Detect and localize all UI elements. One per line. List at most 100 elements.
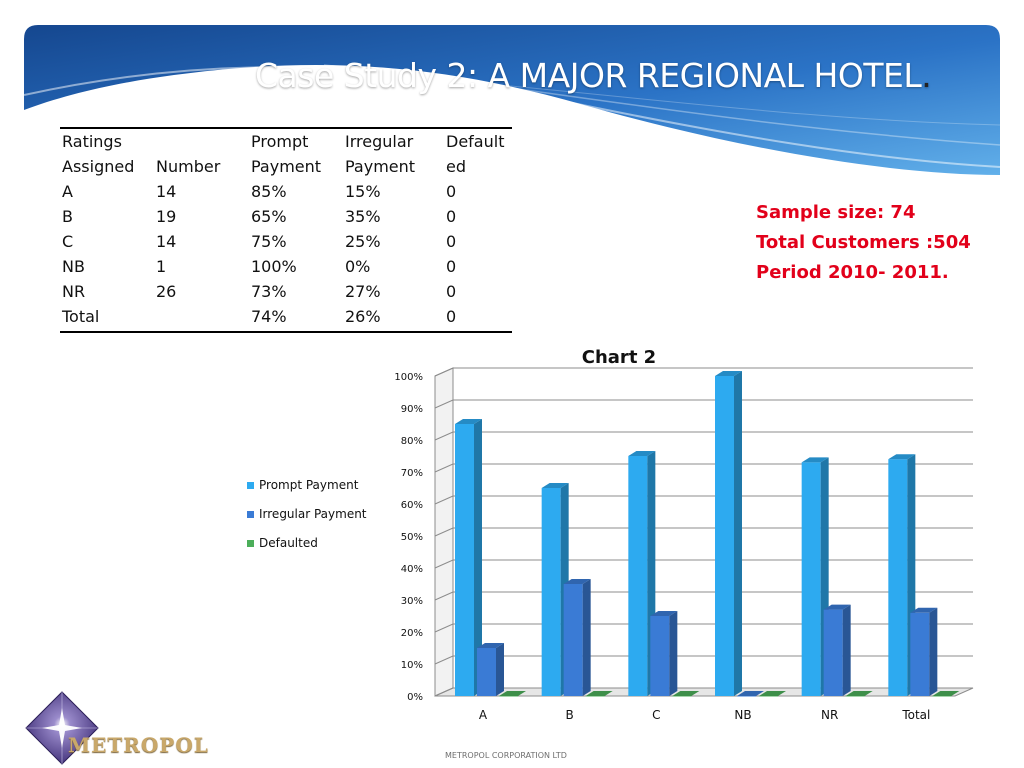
y-tick-label: 70% [401,468,423,479]
gridline-depth [434,655,454,665]
bar-prompt-payment [455,424,474,696]
bar-top [455,419,482,424]
logo-wordmark: METROPOL [68,733,209,757]
bar-top [715,371,742,376]
table-cell: 14 [156,232,177,251]
footer-text: METROPOL CORPORATION LTD [445,751,567,760]
gridline-depth [434,687,454,697]
bar-side [582,579,591,696]
gridline-depth [434,623,454,633]
bar-prompt-payment [888,459,908,696]
table-cell: B [62,207,73,226]
column-header: Payment [251,157,322,176]
gridline-depth [434,591,454,601]
table-header-row-1: Ratings Prompt Irregular Default [60,127,512,156]
table-cell: 26 [156,282,177,301]
column-header: ed [446,157,466,176]
bar-defaulted [499,696,518,697]
bar-top [801,457,829,463]
legend-label: Irregular Payment [259,507,367,521]
x-tick-label: A [479,708,488,722]
bar-side [842,604,851,696]
bar-irregular-payment [563,584,583,696]
slide-title: Case Study 2: A MAJOR REGIONAL HOTEL. [255,56,932,95]
y-tick-label: 40% [401,564,423,575]
bar-top [737,691,764,696]
legend-item: Irregular Payment [247,504,367,533]
table-row: NR 26 73% 27% 0 [60,281,512,306]
table-cell: Total [60,306,154,333]
gridline-depth [434,559,454,569]
y-tick-label: 90% [401,404,423,415]
y-tick-label: 0% [407,692,423,703]
table-cell: 0 [446,182,457,201]
column-header: Assigned [62,157,135,176]
chart-title: Chart 2 [581,347,657,368]
column-header: Irregular [343,127,444,156]
table-cell: 35% [345,207,381,226]
column-header [154,127,249,156]
table-row: NB 1 100% 0% 0 [60,256,512,281]
sample-info: Sample size: 74 Total Customers :504 Per… [756,198,971,288]
column-header: Default [444,127,512,156]
x-tick-label: NR [821,708,838,722]
bar-irregular-payment [650,616,670,696]
legend-label: Prompt Payment [259,478,359,492]
bar-top [759,691,786,696]
bar-irregular-payment [737,696,756,697]
bar-top [628,451,656,456]
bar-top [888,454,916,460]
column-header: Prompt [249,127,343,156]
bar-irregular-payment [823,609,843,696]
bar-prompt-payment [715,376,734,696]
x-tick-label: C [652,708,660,722]
total-customers-text: Total Customers :504 [756,232,971,253]
gridline-depth [434,431,454,441]
bar-top [672,691,700,696]
bar-prompt-payment [801,462,821,696]
bar-prompt-payment [628,456,648,696]
y-tick-label: 20% [401,628,423,639]
table-cell: 0% [345,257,371,276]
x-tick-label: B [566,708,574,722]
table-cell: 15% [345,182,381,201]
star-diamond-icon [25,691,99,765]
bar-side [734,371,742,696]
bar-top [845,691,873,696]
gridline-depth [434,399,454,409]
bar-irregular-payment [477,648,496,696]
gridline-depth [434,367,454,377]
column-header: Ratings [60,127,154,156]
bar-top [910,607,938,613]
table-cell: NR [62,282,86,301]
bar-defaulted [759,696,778,697]
table-cell: 0 [446,282,457,301]
title-period: . [921,56,932,95]
y-tick-label: 60% [401,500,423,511]
table-cell [154,306,249,333]
bar-top [499,691,526,696]
table-cell: 19 [156,207,177,226]
table-cell: 0 [446,257,457,276]
sample-size-text: Sample size: 74 [756,202,916,223]
bar-prompt-payment [541,488,561,696]
table-cell: 0 [444,306,512,333]
table-row: A 14 85% 15% 0 [60,181,512,206]
table-cell: 65% [251,207,287,226]
table-cell: A [62,182,73,201]
table-cell: 25% [345,232,381,251]
table-cell: 0 [446,232,457,251]
gridline-depth [434,463,454,473]
bar-top [541,483,569,488]
table-cell: 0 [446,207,457,226]
gridline-depth [434,527,454,537]
bar-top [563,579,591,584]
bar-top [650,611,678,616]
bar-defaulted [932,696,952,697]
y-tick-label: 30% [401,596,423,607]
bar-side [669,611,678,696]
bar-top [477,643,504,648]
ratings-table: Ratings Prompt Irregular Default Assigne… [60,127,512,333]
y-tick-label: 100% [394,372,423,383]
x-tick-label: NB [734,708,751,722]
